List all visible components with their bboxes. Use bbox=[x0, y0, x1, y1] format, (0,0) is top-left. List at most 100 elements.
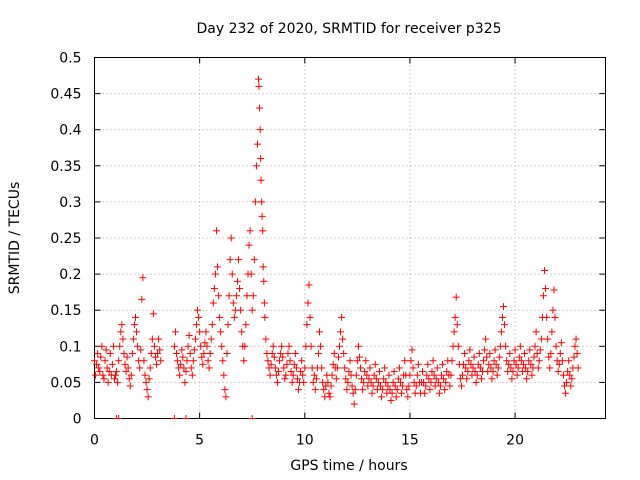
data-point bbox=[93, 360, 101, 368]
data-point bbox=[278, 342, 286, 350]
data-point bbox=[281, 375, 289, 383]
data-point bbox=[262, 335, 270, 343]
data-point bbox=[187, 364, 195, 372]
data-point bbox=[146, 364, 154, 372]
data-point bbox=[134, 342, 142, 350]
data-point bbox=[342, 375, 350, 383]
data-point bbox=[230, 313, 238, 321]
data-point bbox=[541, 266, 549, 274]
data-point bbox=[555, 360, 563, 368]
data-point bbox=[437, 371, 445, 379]
data-point bbox=[357, 364, 365, 372]
data-point bbox=[492, 360, 500, 368]
data-point bbox=[291, 350, 299, 358]
data-point bbox=[229, 299, 237, 307]
data-point bbox=[485, 360, 493, 368]
data-point bbox=[390, 368, 398, 376]
data-point bbox=[502, 342, 510, 350]
data-point bbox=[460, 360, 468, 368]
data-point bbox=[387, 396, 395, 404]
data-point bbox=[447, 371, 455, 379]
data-point bbox=[255, 75, 263, 83]
data-point bbox=[558, 357, 566, 365]
data-point bbox=[258, 212, 266, 220]
data-point bbox=[219, 357, 227, 365]
data-point bbox=[222, 393, 230, 401]
data-point bbox=[424, 360, 432, 368]
data-point bbox=[573, 350, 581, 358]
data-point bbox=[286, 357, 294, 365]
data-point bbox=[470, 353, 478, 361]
data-point bbox=[539, 292, 547, 300]
data-point bbox=[500, 303, 508, 311]
data-point bbox=[280, 364, 288, 372]
data-point bbox=[352, 371, 360, 379]
data-point bbox=[429, 357, 437, 365]
data-point bbox=[144, 393, 152, 401]
data-point bbox=[384, 382, 392, 390]
axis-ticks bbox=[94, 57, 606, 419]
data-point bbox=[157, 357, 165, 365]
data-point bbox=[559, 371, 567, 379]
data-point bbox=[104, 378, 112, 386]
data-point bbox=[420, 378, 428, 386]
data-point bbox=[482, 335, 490, 343]
data-point bbox=[542, 285, 550, 293]
data-point bbox=[259, 227, 267, 235]
data-point bbox=[188, 371, 196, 379]
data-point bbox=[140, 357, 148, 365]
data-point bbox=[517, 357, 525, 365]
data-point bbox=[247, 270, 255, 278]
data-point bbox=[191, 335, 199, 343]
data-point bbox=[224, 321, 232, 329]
data-point bbox=[456, 375, 464, 383]
zero-data-point bbox=[248, 415, 256, 419]
data-point bbox=[202, 328, 210, 336]
data-point bbox=[310, 371, 318, 379]
data-point bbox=[528, 371, 536, 379]
data-point bbox=[114, 378, 122, 386]
data-point bbox=[245, 241, 253, 249]
data-point bbox=[546, 364, 554, 372]
grid-lines bbox=[94, 57, 606, 419]
data-point bbox=[381, 364, 389, 372]
data-point bbox=[413, 371, 421, 379]
data-point bbox=[299, 371, 307, 379]
data-point bbox=[238, 328, 246, 336]
data-point bbox=[142, 378, 150, 386]
data-point bbox=[571, 342, 579, 350]
data-point bbox=[480, 357, 488, 365]
data-point bbox=[271, 364, 279, 372]
y-tick-label: 0.25 bbox=[50, 231, 81, 247]
data-point bbox=[275, 368, 283, 376]
data-point bbox=[205, 364, 213, 372]
data-point bbox=[314, 350, 322, 358]
data-point bbox=[149, 310, 157, 318]
data-point bbox=[350, 400, 358, 408]
y-tick-label: 0.05 bbox=[50, 375, 81, 391]
data-point bbox=[408, 346, 416, 354]
data-point bbox=[398, 389, 406, 397]
data-point bbox=[533, 350, 541, 358]
data-point bbox=[547, 350, 555, 358]
data-point bbox=[285, 342, 293, 350]
data-point bbox=[192, 321, 200, 329]
y-tick-label: 0.4 bbox=[59, 123, 81, 139]
y-tick-label: 0.35 bbox=[50, 159, 81, 175]
data-point bbox=[442, 378, 450, 386]
data-point bbox=[385, 371, 393, 379]
data-point bbox=[304, 299, 312, 307]
data-point bbox=[272, 371, 280, 379]
data-point bbox=[508, 375, 516, 383]
data-point bbox=[436, 382, 444, 390]
data-point bbox=[223, 350, 231, 358]
data-point bbox=[252, 162, 260, 170]
data-point bbox=[396, 378, 404, 386]
data-point bbox=[441, 386, 449, 394]
data-point bbox=[341, 364, 349, 372]
data-point bbox=[340, 350, 348, 358]
data-point bbox=[345, 368, 353, 376]
data-point bbox=[174, 357, 182, 365]
data-point bbox=[469, 364, 477, 372]
data-point bbox=[551, 313, 559, 321]
